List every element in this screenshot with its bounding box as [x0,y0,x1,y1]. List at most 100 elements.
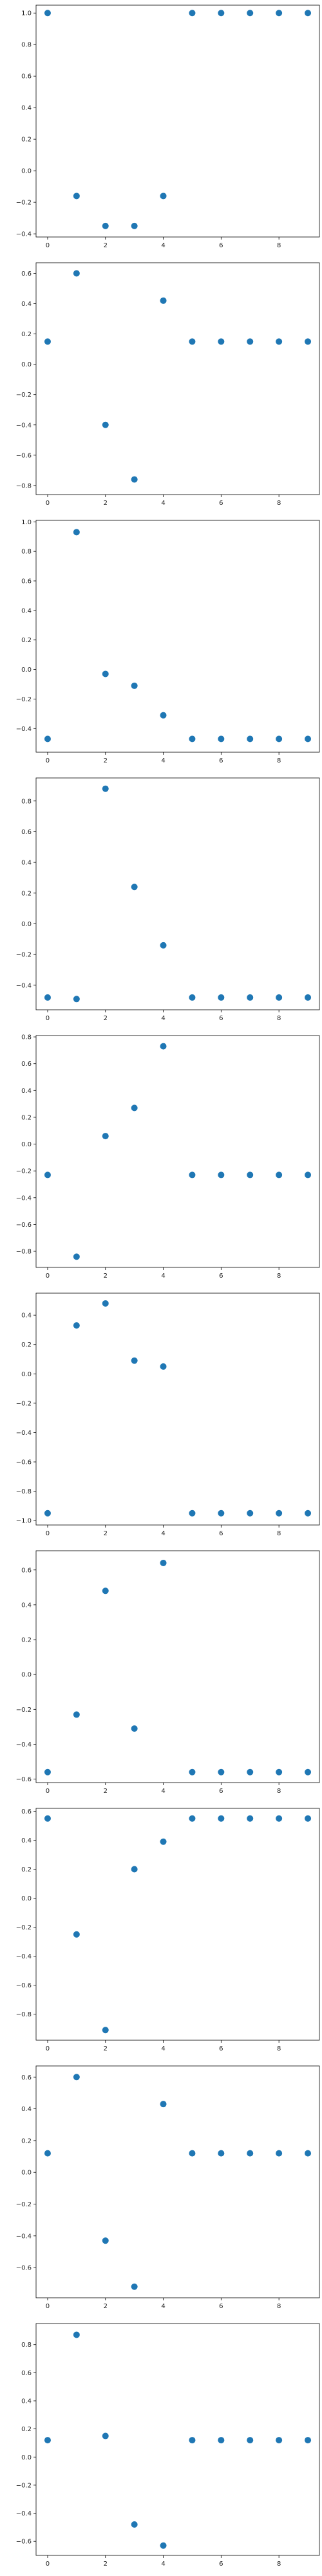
x-tick-label: 0 [46,1788,50,1795]
data-point [247,1815,254,1822]
data-point [44,1815,51,1822]
x-tick-label: 8 [277,1530,281,1537]
y-tick-label: −0.6 [16,1222,32,1229]
x-tick-label: 8 [277,1273,281,1280]
data-point [73,996,80,1003]
x-tick-label: 0 [46,2303,50,2310]
data-point [189,994,196,1001]
x-tick-label: 8 [277,500,281,507]
y-tick-label: 0.0 [21,168,32,175]
data-point [160,297,167,304]
data-point [218,338,225,345]
x-tick-label: 0 [46,2561,50,2568]
x-tick-label: 6 [219,1015,223,1022]
x-tick-label: 6 [219,242,223,249]
chart-panel-1: −0.4 −0.2 0.0 0.2 0.4 0.6 0.8 1.0 0 2 4 6 8 [16,5,320,249]
x-tick-label: 4 [161,242,165,249]
data-point [131,2283,138,2290]
x-tick-label: 4 [161,2303,165,2310]
x-tick-label: 4 [161,500,165,507]
y-tick-label: 0.4 [21,105,32,112]
y-tick-label: 0.2 [21,890,32,897]
data-point [102,670,109,677]
axes-frame [35,262,320,495]
y-tick-label: −0.4 [16,1741,32,1748]
data-point [247,735,254,743]
y-tick-label: 0.0 [21,1672,32,1679]
data-point [73,2074,80,2081]
data-point [102,1133,109,1140]
x-tick-label: 2 [104,2045,108,2052]
y-tick-label: 0.4 [21,1602,32,1609]
data-point [276,2437,283,2444]
data-point [189,735,196,743]
data-point [102,2432,109,2439]
data-point [305,2437,312,2444]
axes-frame [35,1035,320,1268]
data-point [276,1510,283,1517]
data-point [247,994,254,1001]
y-tick-label: 0.0 [21,1895,32,1902]
data-point [131,1357,138,1364]
data-point [160,712,167,719]
chart-panel-5: −0.8 −0.6 −0.4 −0.2 0.0 0.2 0.4 0.6 0.8 0 2 4 6 8 [16,1034,320,1280]
y-tick-label: 0.4 [21,2106,32,2113]
data-point [44,1171,51,1179]
x-tick-label: 8 [277,1788,281,1795]
data-point [73,1931,80,1938]
data-point [189,338,196,345]
data-point [102,2027,109,2034]
data-point [218,2437,225,2444]
y-tick-label: −0.8 [16,482,32,489]
y-tick-label: 0.2 [21,1866,32,1873]
data-point [218,1510,225,1517]
y-tick-label: 0.6 [21,1061,32,1068]
x-tick-label: 0 [46,757,50,764]
data-point [189,1815,196,1822]
x-tick-label: 8 [277,2045,281,2052]
x-tick-label: 2 [104,1530,108,1537]
x-tick-label: 0 [46,2045,50,2052]
data-point [160,1838,167,1845]
y-tick-label: 0.0 [21,2170,32,2177]
data-point [102,1587,109,1595]
y-tick-label: 0.2 [21,637,32,644]
y-tick-label: 0.6 [21,1808,32,1815]
data-point [218,10,225,17]
y-tick-label: −0.4 [16,422,32,429]
x-tick-label: 0 [46,1273,50,1280]
data-point [73,1322,80,1329]
axes-frame [35,777,320,1010]
y-tick-label: 0.6 [21,578,32,585]
data-point [218,1171,225,1179]
y-tick-label: −0.2 [16,1707,32,1714]
x-tick-label: 4 [161,2561,165,2568]
x-tick-label: 8 [277,2561,281,2568]
data-point [276,1171,283,1179]
x-tick-label: 6 [219,1788,223,1795]
y-tick-label: 0.8 [21,1034,32,1041]
x-tick-label: 8 [277,2303,281,2310]
data-point [305,10,312,17]
data-point [305,1171,312,1179]
data-point [160,2542,167,2549]
data-point [189,2150,196,2157]
y-tick-label: −0.2 [16,696,32,703]
data-point [160,942,167,949]
y-tick-label: −0.4 [16,2510,32,2517]
data-point [218,1768,225,1776]
y-tick-label: 0.0 [21,1371,32,1378]
x-tick-label: 6 [219,1530,223,1537]
chart-panel-7: −0.6 −0.4 −0.2 0.0 0.2 0.4 0.6 0 2 4 6 8 [16,1550,320,1795]
data-point [131,884,138,891]
x-tick-label: 0 [46,1530,50,1537]
chart-panel-6: −1.0 −0.8 −0.6 −0.4 −0.2 0.0 0.2 0.4 0 2 4 6 8 [16,1293,320,1537]
y-tick-label: −0.2 [16,1924,32,1931]
y-tick-label: 0.8 [21,2342,32,2349]
data-point [131,682,138,689]
x-tick-label: 6 [219,2303,223,2310]
data-point [160,1043,167,1050]
data-point [276,994,283,1001]
y-tick-label: −0.2 [16,1400,32,1407]
data-point [102,1300,109,1307]
